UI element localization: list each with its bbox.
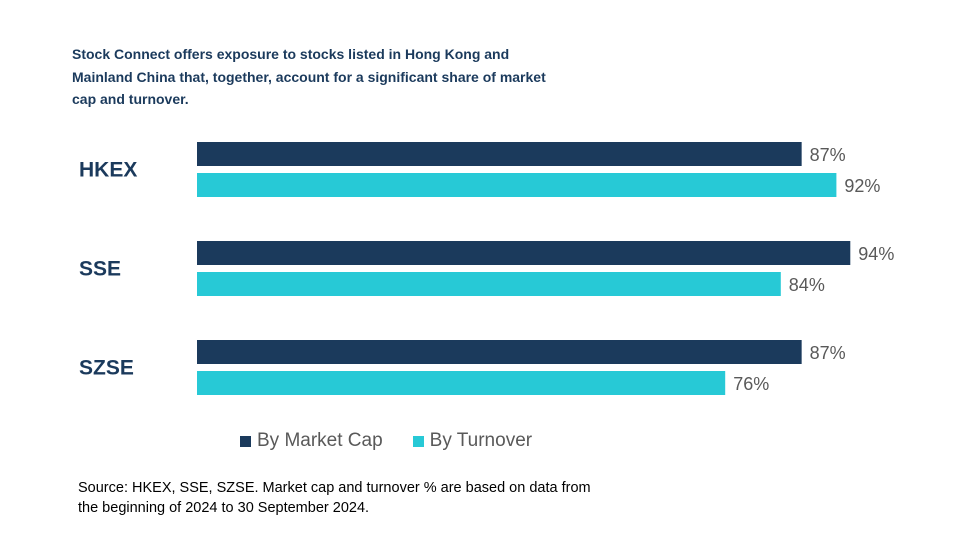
bar-market-cap (197, 142, 802, 166)
category-label: SZSE (79, 357, 134, 380)
bar-value-label: 84% (789, 275, 825, 295)
legend-label-turnover: By Turnover (429, 430, 533, 451)
source-note-line: the beginning of 2024 to 30 September 20… (78, 500, 370, 516)
source-note: Source: HKEX, SSE, SZSE. Market cap and … (78, 478, 718, 518)
bar-market-cap (197, 340, 802, 364)
bar-turnover (197, 371, 726, 395)
bar-turnover (197, 173, 837, 197)
legend-item-market-cap: By Market Cap (240, 430, 383, 452)
chart-title-line: Mainland China that, together, account f… (72, 68, 546, 85)
chart-legend: By Market Cap By Turnover (240, 430, 532, 452)
legend-item-turnover: By Turnover (412, 430, 533, 452)
category-label: HKEX (79, 159, 137, 182)
legend-swatch-market-cap (240, 435, 251, 447)
bar-value-label: 76% (733, 374, 769, 394)
source-note-line: Source: HKEX, SSE, SZSE. Market cap and … (78, 480, 591, 496)
chart-title-line: Stock Connect offers exposure to stocks … (72, 46, 510, 62)
bar-chart: HKEX 87% 92% SSE 94% 84% SZSE 87% 76% (79, 142, 894, 395)
bar-value-label: 87% (810, 145, 846, 165)
bar-market-cap (197, 241, 851, 265)
bar-value-label: 92% (844, 176, 880, 196)
chart-title: Stock Connect offers exposure to stocks … (72, 43, 592, 111)
legend-swatch-turnover (412, 435, 424, 447)
legend-label-market-cap: By Market Cap (257, 430, 383, 451)
bar-value-label: 87% (810, 343, 846, 363)
bar-value-label: 94% (858, 244, 894, 264)
category-label: SSE (79, 258, 121, 281)
chart-title-line: cap and turnover. (72, 91, 189, 107)
bar-turnover (197, 272, 781, 296)
